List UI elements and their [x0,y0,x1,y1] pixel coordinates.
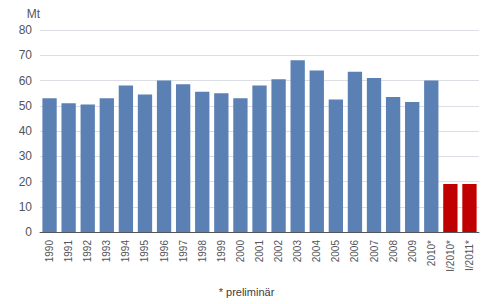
svg-text:40: 40 [19,124,33,138]
svg-text:1994: 1994 [120,240,131,263]
svg-text:1995: 1995 [139,240,150,263]
svg-text:0: 0 [25,225,32,239]
svg-text:2000: 2000 [235,240,246,263]
svg-text:70: 70 [19,48,33,62]
svg-text:1993: 1993 [101,240,112,263]
svg-text:2008: 2008 [388,240,399,263]
svg-text:2006: 2006 [349,240,360,263]
svg-text:60: 60 [19,74,33,88]
svg-text:10: 10 [19,200,33,214]
svg-text:1999: 1999 [216,240,227,263]
svg-text:20: 20 [19,175,33,189]
svg-text:2002: 2002 [273,240,284,263]
svg-text:I/2010*: I/2010* [445,240,456,272]
svg-text:1992: 1992 [82,240,93,263]
svg-text:1997: 1997 [178,240,189,263]
svg-text:30: 30 [19,149,33,163]
svg-text:2001: 2001 [254,240,265,263]
svg-text:1990: 1990 [44,240,55,263]
svg-text:1998: 1998 [197,240,208,263]
svg-text:80: 80 [19,23,33,37]
svg-text:1991: 1991 [63,240,74,263]
svg-text:2010*: 2010* [426,240,437,266]
svg-text:1996: 1996 [159,240,170,263]
svg-text:Mt: Mt [27,7,41,21]
svg-text:2007: 2007 [369,240,380,263]
svg-text:I/2011*: I/2011* [464,240,475,271]
svg-text:50: 50 [19,99,33,113]
svg-text:* preliminär: * preliminär [219,286,275,298]
svg-text:2005: 2005 [330,240,341,263]
svg-text:2004: 2004 [311,240,322,263]
svg-text:2009: 2009 [407,240,418,263]
svg-text:2003: 2003 [292,240,303,263]
